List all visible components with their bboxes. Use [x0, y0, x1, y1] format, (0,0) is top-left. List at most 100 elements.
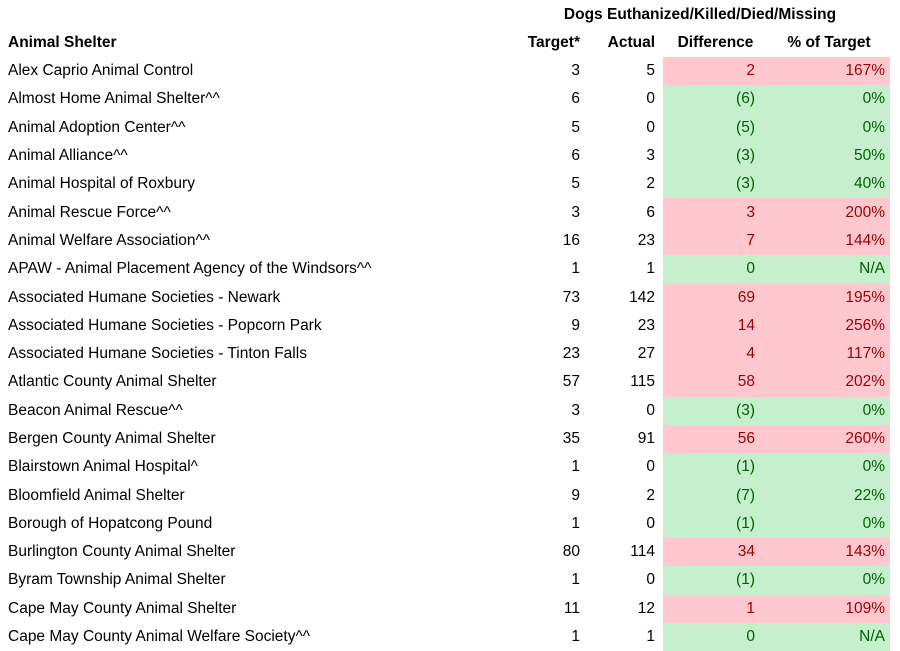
shelter-name-cell[interactable]: Almost Home Animal Shelter^^	[8, 90, 220, 108]
actual-cell[interactable]: 0	[646, 458, 655, 476]
target-cell[interactable]: 9	[571, 486, 580, 504]
target-cell[interactable]: 1	[571, 628, 580, 646]
pct-of-target-cell[interactable]: N/A	[768, 255, 890, 284]
shelter-name-cell[interactable]: Animal Rescue Force^^	[8, 203, 171, 221]
shelter-name-cell[interactable]: Alex Caprio Animal Control	[8, 62, 194, 80]
difference-cell[interactable]: (6)	[663, 85, 768, 114]
target-cell[interactable]: 6	[571, 147, 580, 165]
target-cell[interactable]: 1	[571, 458, 580, 476]
actual-cell[interactable]: 91	[637, 430, 655, 447]
target-cell[interactable]: 11	[563, 599, 580, 617]
col-header-actual[interactable]: Actual	[607, 34, 655, 51]
shelter-name-cell[interactable]: Animal Welfare Association^^	[8, 231, 211, 249]
pct-of-target-cell[interactable]: 50%	[768, 141, 890, 171]
actual-cell[interactable]: 27	[637, 345, 655, 363]
difference-cell[interactable]: 3	[663, 198, 768, 227]
target-cell[interactable]: 9	[571, 316, 580, 334]
shelter-name-cell[interactable]: Atlantic County Animal Shelter	[8, 373, 217, 391]
shelter-name-cell[interactable]: Bloomfield Animal Shelter	[8, 486, 185, 504]
target-cell[interactable]: 35	[562, 430, 580, 447]
actual-cell[interactable]: 0	[646, 90, 655, 108]
shelter-name-cell[interactable]: Associated Humane Societies - Newark	[8, 288, 281, 306]
shelter-name-cell[interactable]: Associated Humane Societies - Popcorn Pa…	[8, 316, 322, 334]
actual-cell[interactable]: 23	[637, 231, 655, 249]
difference-cell[interactable]: (3)	[663, 396, 768, 425]
actual-cell[interactable]: 115	[630, 373, 655, 391]
shelter-name-cell[interactable]: Beacon Animal Rescue^^	[8, 401, 183, 419]
shelter-name-cell[interactable]: Burlington County Animal Shelter	[8, 543, 236, 561]
shelter-name-cell[interactable]: APAW - Animal Placement Agency of the Wi…	[8, 260, 372, 278]
pct-of-target-cell[interactable]: 195%	[768, 283, 890, 312]
actual-cell[interactable]: 0	[646, 118, 655, 136]
target-cell[interactable]: 6	[571, 90, 580, 108]
pct-of-target-cell[interactable]: 256%	[768, 311, 890, 340]
pct-of-target-cell[interactable]: 202%	[768, 368, 890, 397]
col-header-target[interactable]: Target*	[527, 34, 580, 51]
pct-of-target-cell[interactable]: 260%	[768, 424, 890, 454]
pct-of-target-cell[interactable]: 22%	[768, 481, 890, 510]
pct-of-target-cell[interactable]: 0%	[768, 453, 890, 482]
difference-cell[interactable]: (3)	[663, 141, 768, 171]
actual-cell[interactable]: 0	[646, 401, 655, 419]
col-header-pct-of-target[interactable]: % of Target	[787, 34, 871, 51]
actual-cell[interactable]: 1	[646, 260, 655, 278]
pct-of-target-cell[interactable]: N/A	[768, 622, 890, 651]
difference-cell[interactable]: (1)	[663, 509, 768, 539]
target-cell[interactable]: 3	[571, 401, 580, 419]
difference-cell[interactable]: 14	[663, 311, 768, 340]
shelter-name-cell[interactable]: Borough of Hopatcong Pound	[8, 514, 213, 532]
target-cell[interactable]: 1	[571, 514, 580, 532]
difference-cell[interactable]: (1)	[663, 566, 768, 595]
difference-cell[interactable]: 0	[663, 622, 768, 651]
shelter-name-cell[interactable]: Cape May County Animal Shelter	[8, 599, 237, 617]
target-cell[interactable]: 57	[562, 373, 580, 391]
pct-of-target-cell[interactable]: 144%	[768, 226, 890, 256]
shelter-name-cell[interactable]: Cape May County Animal Welfare Society^^	[8, 628, 311, 646]
difference-cell[interactable]: 56	[663, 424, 768, 454]
pct-of-target-cell[interactable]: 117%	[768, 339, 890, 369]
target-cell[interactable]: 5	[571, 175, 580, 193]
shelter-name-cell[interactable]: Blairstown Animal Hospital^	[8, 458, 198, 476]
target-cell[interactable]: 5	[571, 118, 580, 136]
target-cell[interactable]: 80	[562, 543, 580, 561]
difference-cell[interactable]: (1)	[663, 453, 768, 482]
pct-of-target-cell[interactable]: 167%	[768, 57, 890, 86]
pct-of-target-cell[interactable]: 0%	[768, 566, 890, 595]
difference-cell[interactable]: 58	[663, 368, 768, 397]
col-header-difference[interactable]: Difference	[677, 34, 754, 51]
actual-cell[interactable]: 0	[646, 571, 655, 589]
difference-cell[interactable]: 69	[663, 283, 768, 312]
actual-cell[interactable]: 23	[637, 316, 655, 334]
actual-cell[interactable]: 0	[646, 514, 655, 532]
difference-cell[interactable]: (3)	[663, 170, 768, 199]
target-cell[interactable]: 73	[562, 288, 580, 306]
actual-cell[interactable]: 142	[629, 288, 655, 306]
difference-cell[interactable]: 2	[663, 57, 768, 86]
difference-cell[interactable]: 34	[663, 538, 768, 567]
shelter-name-cell[interactable]: Animal Alliance^^	[8, 147, 128, 165]
pct-of-target-cell[interactable]: 109%	[768, 594, 890, 623]
pct-of-target-cell[interactable]: 0%	[768, 113, 890, 142]
actual-cell[interactable]: 3	[646, 147, 655, 165]
target-cell[interactable]: 3	[571, 203, 580, 221]
actual-cell[interactable]: 2	[646, 486, 655, 504]
actual-cell[interactable]: 1	[646, 628, 655, 646]
target-cell[interactable]: 23	[562, 345, 580, 363]
shelter-name-cell[interactable]: Animal Adoption Center^^	[8, 118, 186, 136]
actual-cell[interactable]: 114	[630, 543, 655, 561]
shelter-name-cell[interactable]: Bergen County Animal Shelter	[8, 430, 216, 447]
shelter-name-cell[interactable]: Animal Hospital of Roxbury	[8, 175, 195, 193]
pct-of-target-cell[interactable]: 40%	[768, 170, 890, 199]
difference-cell[interactable]: 4	[663, 339, 768, 369]
actual-cell[interactable]: 2	[646, 175, 655, 193]
target-cell[interactable]: 16	[562, 231, 580, 249]
pct-of-target-cell[interactable]: 0%	[768, 509, 890, 539]
difference-cell[interactable]: 0	[663, 255, 768, 284]
difference-cell[interactable]: (7)	[663, 481, 768, 510]
target-cell[interactable]: 3	[571, 62, 580, 80]
difference-cell[interactable]: 7	[663, 226, 768, 256]
actual-cell[interactable]: 12	[637, 599, 655, 617]
actual-cell[interactable]: 6	[646, 203, 655, 221]
target-cell[interactable]: 1	[571, 571, 580, 589]
shelter-name-cell[interactable]: Associated Humane Societies - Tinton Fal…	[8, 345, 307, 363]
